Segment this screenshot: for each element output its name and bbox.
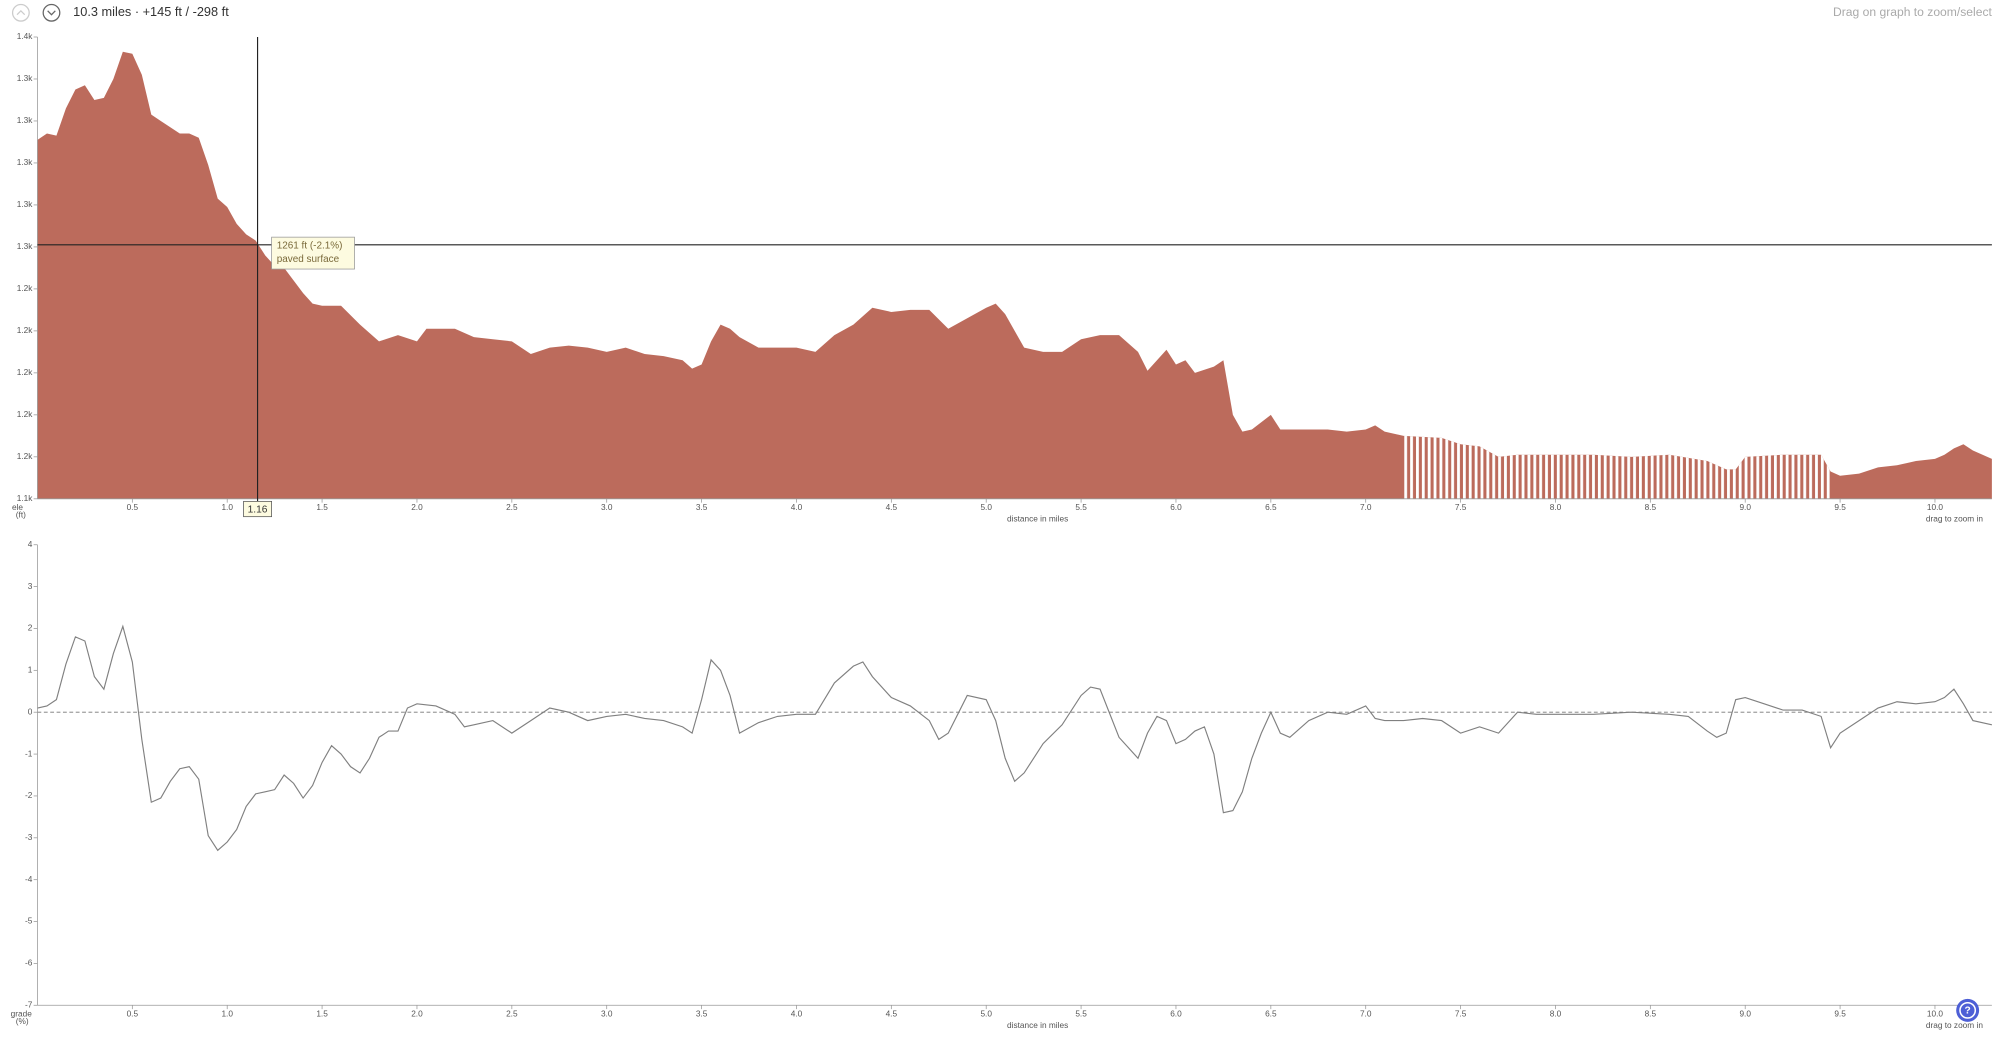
y-tick-label: 1.3k	[17, 241, 34, 251]
x-tick-label: 4.5	[886, 502, 898, 512]
collapse-icon	[16, 9, 26, 16]
crosshair-x-box	[243, 500, 272, 518]
y-tick-label: 4	[28, 539, 33, 549]
crosshair-x-label: 1.16	[248, 504, 268, 515]
x-tick-label: 6.5	[1265, 1008, 1277, 1018]
y-axis-label: grade	[11, 1008, 33, 1018]
x-tick-label: 4.5	[886, 1008, 898, 1018]
x-tick-label: 5.5	[1075, 1008, 1087, 1018]
x-tick-label: 5.0	[980, 1008, 992, 1018]
expand-icon	[47, 10, 56, 16]
x-tick-label: 1.0	[221, 1008, 233, 1018]
x-tick-label: 2.5	[506, 502, 518, 512]
help-icon: ?	[1965, 1006, 1971, 1017]
expand-button[interactable]	[42, 3, 61, 22]
x-tick-label: 2.5	[506, 1008, 518, 1018]
x-tick-label: 9.5	[1834, 502, 1846, 512]
x-tick-label: 1.0	[221, 502, 233, 512]
help-ring	[1959, 1001, 1977, 1019]
y-tick-label: 0	[28, 706, 33, 716]
x-tick-label: 7.0	[1360, 502, 1372, 512]
grade-line	[37, 624, 1993, 852]
y-tick-label: 1.2k	[17, 325, 34, 335]
x-tick-label: 7.5	[1455, 1008, 1467, 1018]
y-tick-label: 1.3k	[17, 73, 34, 83]
x-tick-label: 6.0	[1170, 1008, 1182, 1018]
y-tick-label: -5	[25, 916, 33, 926]
zoom-in-hint: drag to zoom in	[1926, 1020, 1983, 1030]
x-tick-label: 8.5	[1645, 1008, 1657, 1018]
y-tick-label: 1.2k	[17, 283, 34, 293]
x-tick-label: 3.5	[696, 1008, 708, 1018]
y-tick-label: 1.3k	[17, 199, 34, 209]
y-tick-label: 1.3k	[17, 115, 34, 125]
x-tick-label: 3.0	[601, 502, 613, 512]
x-tick-label: 3.0	[601, 1008, 613, 1018]
x-tick-label: 10.0	[1927, 502, 1944, 512]
x-tick-label: 0.5	[127, 1008, 139, 1018]
y-axis-label: (ft)	[16, 510, 26, 520]
y-axis-label: (%)	[16, 1016, 29, 1026]
x-tick-label: 6.0	[1170, 502, 1182, 512]
x-axis-label: distance in miles	[1007, 1020, 1068, 1030]
y-tick-label: 1.4k	[17, 31, 34, 41]
y-tick-label: 1.3k	[17, 157, 34, 167]
x-axis-label: distance in miles	[1007, 513, 1068, 523]
y-tick-label: -1	[25, 748, 33, 758]
x-tick-label: 8.0	[1550, 502, 1562, 512]
x-tick-label: 1.5	[316, 1008, 328, 1018]
y-tick-label: -6	[25, 958, 33, 968]
x-tick-label: 10.0	[1927, 1008, 1944, 1018]
zoom-in-hint: drag to zoom in	[1926, 513, 1983, 523]
x-tick-label: 2.0	[411, 502, 423, 512]
x-tick-label: 7.0	[1360, 1008, 1372, 1018]
y-tick-label: 2	[28, 623, 33, 633]
x-tick-label: 5.5	[1075, 502, 1087, 512]
x-tick-label: 8.0	[1550, 1008, 1562, 1018]
y-axis-label: ele	[12, 502, 23, 512]
elevation-area	[37, 51, 1992, 499]
zoom-hint: Drag on graph to zoom/select	[1833, 5, 1992, 19]
tooltip-line: 1261 ft (-2.1%)	[277, 241, 343, 252]
x-tick-label: 8.5	[1645, 502, 1657, 512]
x-tick-label: 7.5	[1455, 502, 1467, 512]
route-summary: 10.3 miles · +145 ft / -298 ft	[73, 4, 229, 19]
tooltip-line: paved surface	[277, 254, 340, 265]
y-tick-label: 3	[28, 581, 33, 591]
y-tick-label: 1.2k	[17, 451, 34, 461]
tooltip-box	[271, 236, 355, 270]
y-tick-label: -2	[25, 790, 33, 800]
y-tick-label: 1.2k	[17, 367, 34, 377]
x-tick-label: 4.0	[791, 502, 803, 512]
y-tick-label: -4	[25, 874, 33, 884]
y-tick-label: 1.1k	[17, 493, 34, 503]
elevation-chart[interactable]: 1.1k 1.2k 1.2k 1.2k 1.2k 1.2k 1.3k 1.3k 1.3k 1.3k…	[12, 31, 1992, 523]
x-tick-label: 0.5	[127, 502, 139, 512]
y-tick-label: -7	[25, 999, 33, 1009]
x-tick-label: 1.5	[316, 502, 328, 512]
x-tick-label: 5.0	[980, 502, 992, 512]
x-tick-label: 2.0	[411, 1008, 423, 1018]
x-tick-label: 9.5	[1834, 1008, 1846, 1018]
plot-area	[37, 545, 1991, 1006]
y-tick-label: 1.2k	[17, 409, 34, 419]
x-tick-label: 9.0	[1739, 1008, 1751, 1018]
grade-chart[interactable]: 4 3 2 1 0 -1 -2 -3 -4 -5 -6 -7 0.5 1.0 1.5 2.0 2.5 3.0 3.5…	[11, 539, 1993, 1030]
collapse-button[interactable]	[11, 3, 30, 22]
x-tick-label: 9.0	[1739, 502, 1751, 512]
y-tick-label: 1	[28, 665, 33, 675]
x-tick-label: 3.5	[696, 502, 708, 512]
y-tick-label: -3	[25, 832, 33, 842]
x-tick-label: 4.0	[791, 1008, 803, 1018]
x-tick-label: 6.5	[1265, 502, 1277, 512]
